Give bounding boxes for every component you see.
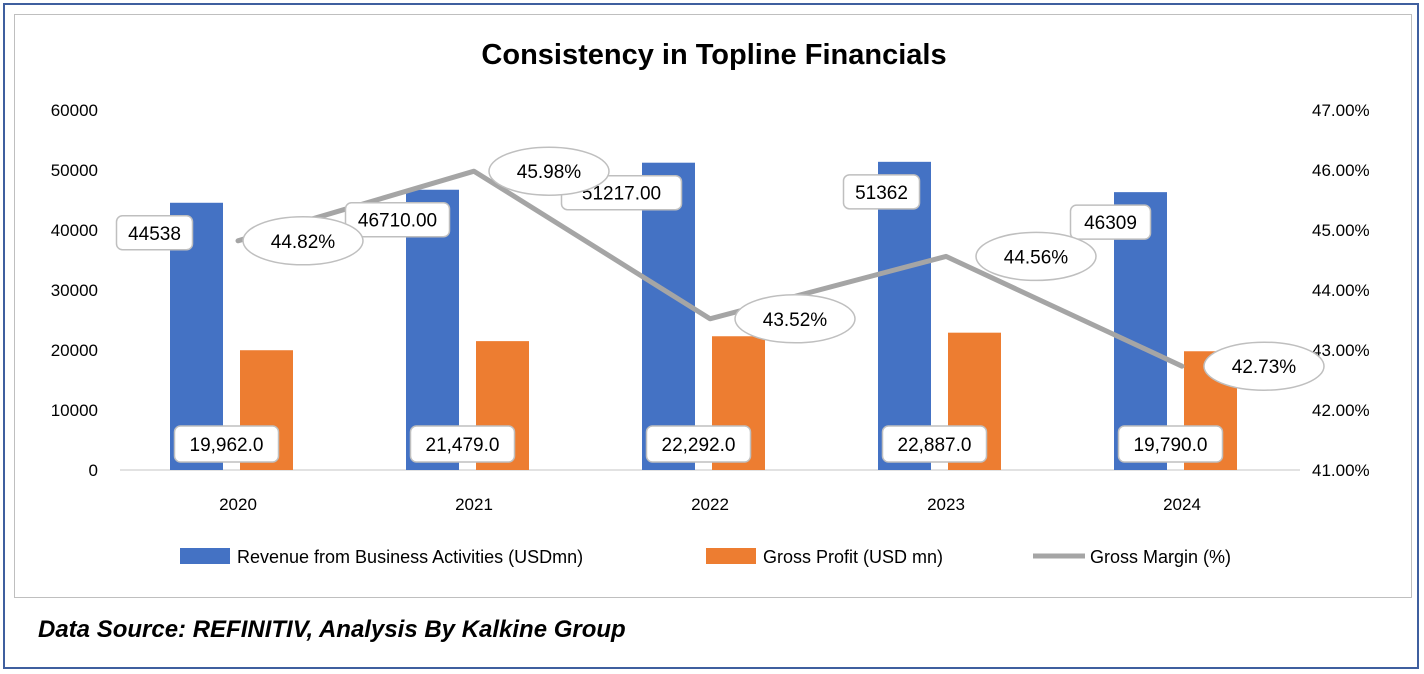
y-right-tick-label: 46.00%: [1312, 161, 1370, 180]
revenue-data-label-box: [344, 201, 451, 238]
y-left-tick-label: 30000: [51, 281, 98, 300]
gross-profit-data-label-box: [1117, 425, 1224, 463]
revenue-data-label: 51217.00: [582, 184, 661, 205]
gross-margin-data-label-bubble: [488, 146, 610, 196]
gross-margin-data-label: 42.73%: [1232, 357, 1297, 378]
x-tick-label: 2021: [455, 495, 493, 514]
revenue-bar: [878, 161, 931, 470]
gross-profit-data-label: 21,479.0: [426, 435, 500, 456]
chart-title: Consistency in Topline Financials: [481, 39, 946, 71]
legend-label: Gross Margin (%): [1090, 547, 1231, 567]
revenue-data-label: 46309: [1084, 213, 1137, 234]
y-left-tick-label: 40000: [51, 221, 98, 240]
revenue-data-label-box: [842, 174, 921, 210]
gross-margin-data-label: 43.52%: [763, 310, 828, 331]
legend-swatch: [706, 548, 756, 564]
y-right-tick-label: 47.00%: [1312, 101, 1370, 120]
y-left-tick-label: 20000: [51, 341, 98, 360]
gross-margin-data-label: 44.56%: [1004, 247, 1069, 268]
revenue-bar: [642, 162, 695, 470]
combo-chart: Consistency in Topline Financials 0 10000 2…: [51, 39, 1370, 567]
y-right-tick-label: 43.00%: [1312, 341, 1370, 360]
data-source-note: Data Source: REFINITIV, Analysis By Kalk…: [38, 616, 626, 643]
revenue-data-label: 46710.00: [358, 211, 437, 232]
x-tick-label: 2023: [927, 495, 965, 514]
y-left-tick-label: 0: [89, 461, 98, 480]
gross-profit-data-label-box: [881, 425, 988, 463]
gross-profit-data-label: 19,962.0: [190, 435, 264, 456]
revenue-data-label-box: [1069, 204, 1152, 240]
gross-margin-line: [235, 168, 1185, 369]
revenue-data-label: 44538: [128, 224, 181, 245]
y-right-tick-label: 41.00%: [1312, 461, 1370, 480]
gross-profit-data-label-box: [409, 425, 516, 463]
gross-profit-data-label-box: [645, 425, 752, 463]
gross-profit-data-label: 22,292.0: [662, 435, 736, 456]
gross-margin-data-label-bubble: [975, 231, 1097, 282]
y-left-tick-label: 60000: [51, 101, 98, 120]
gross-margin-data-label: 44.82%: [271, 232, 336, 253]
chart-area-border: [14, 14, 1412, 598]
x-tick-label: 2022: [691, 495, 729, 514]
y-left-tick-label: 10000: [51, 401, 98, 420]
y-right-tick-label: 42.00%: [1312, 401, 1370, 420]
gross-margin-data-label-bubble: [1203, 341, 1325, 391]
y-left-tick-label: 50000: [51, 161, 98, 180]
revenue-data-label-box: [115, 215, 194, 251]
revenue-data-label: 51362: [855, 183, 908, 204]
gross-margin-data-label-bubble: [242, 216, 364, 266]
gross-profit-data-label: 22,887.0: [898, 435, 972, 456]
gross-profit-data-label-box: [173, 425, 280, 463]
legend-label: Revenue from Business Activities (USDmn): [237, 547, 583, 567]
y-right-tick-label: 45.00%: [1312, 221, 1370, 240]
gross-margin-data-label: 45.98%: [517, 162, 582, 183]
gross-profit-data-label: 19,790.0: [1134, 435, 1208, 456]
gross-margin-data-label-bubble: [734, 294, 856, 344]
legend-swatch: [180, 548, 230, 564]
legend-label: Gross Profit (USD mn): [763, 547, 943, 567]
y-right-tick-label: 44.00%: [1312, 281, 1370, 300]
x-tick-label: 2020: [219, 495, 257, 514]
x-tick-label: 2024: [1163, 495, 1201, 514]
